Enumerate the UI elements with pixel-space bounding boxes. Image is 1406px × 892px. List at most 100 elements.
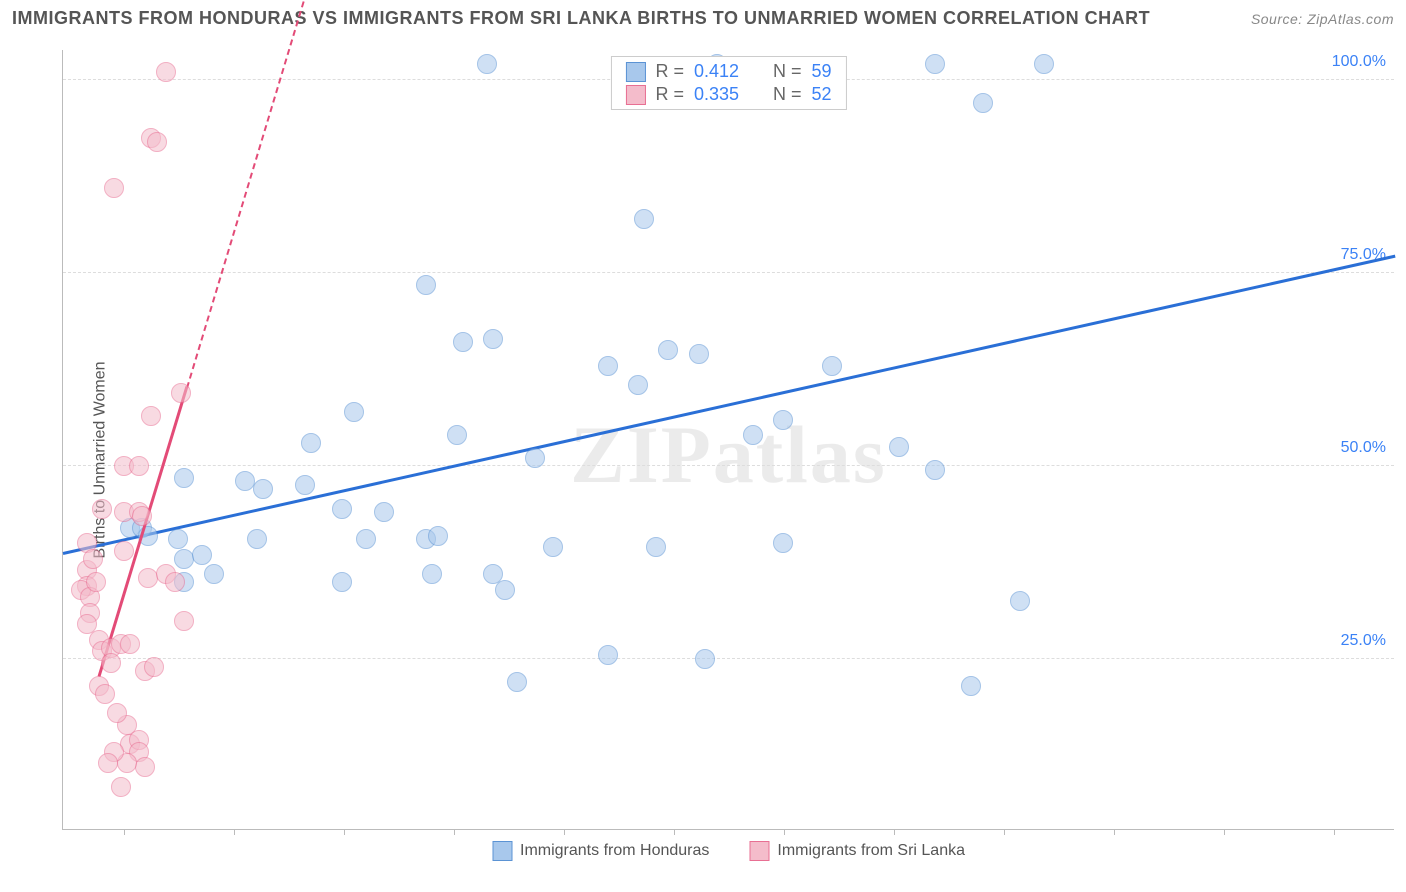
x-tick [1114,829,1115,835]
scatter-point [889,437,909,457]
scatter-point [129,456,149,476]
x-tick [564,829,565,835]
legend-label: Immigrants from Sri Lanka [777,842,965,860]
legend-swatch [749,841,769,861]
scatter-point [135,757,155,777]
scatter-point [453,332,473,352]
scatter-point [101,653,121,673]
scatter-point [192,545,212,565]
legend-item: Immigrants from Honduras [492,841,709,861]
scatter-point [144,657,164,677]
scatter-point [1010,591,1030,611]
y-tick-label: 50.0% [1341,439,1386,457]
scatter-point [98,753,118,773]
scatter-point [646,537,666,557]
scatter-point [925,460,945,480]
scatter-point [86,572,106,592]
scatter-point [141,406,161,426]
scatter-point [689,344,709,364]
scatter-point [204,564,224,584]
scatter-point [138,568,158,588]
scatter-point [743,425,763,445]
y-tick-label: 100.0% [1332,53,1386,71]
scatter-point [111,777,131,797]
scatter-point [483,329,503,349]
scatter-point [356,529,376,549]
legend-row: R = 0.335 N = 52 [625,84,831,105]
n-value: 59 [812,61,832,82]
scatter-point [416,275,436,295]
scatter-point [822,356,842,376]
trend-line [186,0,391,388]
scatter-point [253,479,273,499]
chart-title: IMMIGRANTS FROM HONDURAS VS IMMIGRANTS F… [12,8,1150,29]
x-tick [674,829,675,835]
scatter-point [156,62,176,82]
scatter-point [598,645,618,665]
scatter-point [168,529,188,549]
r-value: 0.335 [694,84,739,105]
n-value: 52 [812,84,832,105]
r-value: 0.412 [694,61,739,82]
x-tick [1334,829,1335,835]
r-label: R = [655,61,684,82]
scatter-point [247,529,267,549]
scatter-point [114,541,134,561]
trend-line [63,255,1396,555]
scatter-point [1034,54,1054,74]
gridline-h [63,272,1394,273]
scatter-point [332,572,352,592]
correlation-legend: R = 0.412 N = 59 R = 0.335 N = 52 [610,56,846,110]
scatter-point [495,580,515,600]
scatter-point [174,549,194,569]
scatter-point [174,468,194,488]
scatter-point [477,54,497,74]
scatter-point [295,475,315,495]
title-bar: IMMIGRANTS FROM HONDURAS VS IMMIGRANTS F… [12,8,1394,29]
scatter-point [235,471,255,491]
scatter-point [107,703,127,723]
x-tick [1224,829,1225,835]
legend-label: Immigrants from Honduras [520,842,709,860]
gridline-h [63,658,1394,659]
scatter-point [973,93,993,113]
legend-swatch [625,62,645,82]
scatter-point [374,502,394,522]
y-tick-label: 25.0% [1341,632,1386,650]
scatter-point [301,433,321,453]
scatter-point [165,572,185,592]
scatter-point [773,410,793,430]
scatter-point [147,132,167,152]
scatter-point [658,340,678,360]
scatter-point [628,375,648,395]
scatter-point [171,383,191,403]
scatter-point [961,676,981,696]
n-label: N = [773,61,802,82]
source-label: Source: ZipAtlas.com [1251,11,1394,27]
watermark: ZIPatlas [570,408,887,502]
n-label: N = [773,84,802,105]
x-tick [124,829,125,835]
scatter-point [95,684,115,704]
scatter-point [132,506,152,526]
r-label: R = [655,84,684,105]
scatter-point [598,356,618,376]
x-tick [894,829,895,835]
scatter-point [695,649,715,669]
scatter-point [83,549,103,569]
scatter-plot: ZIPatlas R =0.412N =59R =0.335N =52 Immi… [62,50,1394,830]
scatter-point [525,448,545,468]
scatter-point [422,564,442,584]
scatter-point [428,526,448,546]
scatter-point [447,425,467,445]
x-tick [1004,829,1005,835]
scatter-point [92,499,112,519]
legend-swatch [492,841,512,861]
scatter-point [543,537,563,557]
scatter-point [634,209,654,229]
x-tick [454,829,455,835]
scatter-point [344,402,364,422]
legend-item: Immigrants from Sri Lanka [749,841,965,861]
scatter-point [925,54,945,74]
scatter-point [104,178,124,198]
